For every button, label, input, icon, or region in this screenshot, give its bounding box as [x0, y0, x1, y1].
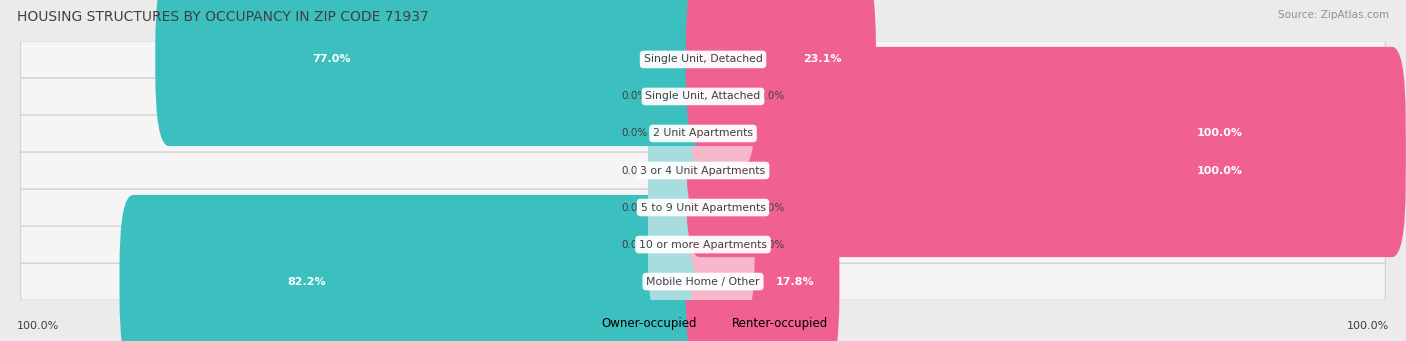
FancyBboxPatch shape	[21, 78, 1385, 115]
Text: Mobile Home / Other: Mobile Home / Other	[647, 277, 759, 286]
FancyBboxPatch shape	[648, 176, 713, 313]
Text: 3 or 4 Unit Apartments: 3 or 4 Unit Apartments	[641, 165, 765, 176]
Text: 77.0%: 77.0%	[312, 55, 352, 64]
FancyBboxPatch shape	[648, 102, 713, 239]
FancyBboxPatch shape	[686, 195, 839, 341]
FancyBboxPatch shape	[686, 0, 876, 146]
Text: 0.0%: 0.0%	[758, 91, 785, 102]
Text: 0.0%: 0.0%	[621, 129, 648, 138]
Text: 100.0%: 100.0%	[1347, 321, 1389, 331]
Text: 0.0%: 0.0%	[621, 165, 648, 176]
FancyBboxPatch shape	[689, 28, 755, 165]
FancyBboxPatch shape	[689, 176, 755, 313]
Text: 10 or more Apartments: 10 or more Apartments	[638, 239, 768, 250]
FancyBboxPatch shape	[686, 84, 1406, 257]
Text: 0.0%: 0.0%	[758, 239, 785, 250]
Text: 2 Unit Apartments: 2 Unit Apartments	[652, 129, 754, 138]
FancyBboxPatch shape	[21, 41, 1385, 78]
Text: Single Unit, Detached: Single Unit, Detached	[644, 55, 762, 64]
Text: 17.8%: 17.8%	[776, 277, 814, 286]
Text: Single Unit, Attached: Single Unit, Attached	[645, 91, 761, 102]
FancyBboxPatch shape	[648, 139, 713, 276]
FancyBboxPatch shape	[155, 0, 717, 146]
FancyBboxPatch shape	[689, 139, 755, 276]
Text: 100.0%: 100.0%	[1197, 129, 1243, 138]
FancyBboxPatch shape	[686, 47, 1406, 220]
FancyBboxPatch shape	[21, 115, 1385, 152]
FancyBboxPatch shape	[21, 189, 1385, 226]
FancyBboxPatch shape	[21, 263, 1385, 300]
Text: 100.0%: 100.0%	[1197, 165, 1243, 176]
Text: 0.0%: 0.0%	[758, 203, 785, 212]
Text: 82.2%: 82.2%	[287, 277, 326, 286]
Text: HOUSING STRUCTURES BY OCCUPANCY IN ZIP CODE 71937: HOUSING STRUCTURES BY OCCUPANCY IN ZIP C…	[17, 10, 429, 24]
Legend: Owner-occupied, Renter-occupied: Owner-occupied, Renter-occupied	[572, 313, 834, 335]
Text: Source: ZipAtlas.com: Source: ZipAtlas.com	[1278, 10, 1389, 20]
FancyBboxPatch shape	[648, 28, 713, 165]
FancyBboxPatch shape	[21, 152, 1385, 189]
Text: 23.1%: 23.1%	[803, 55, 842, 64]
FancyBboxPatch shape	[21, 226, 1385, 263]
Text: 0.0%: 0.0%	[621, 239, 648, 250]
FancyBboxPatch shape	[120, 195, 717, 341]
FancyBboxPatch shape	[648, 65, 713, 202]
Text: 0.0%: 0.0%	[621, 91, 648, 102]
Text: 5 to 9 Unit Apartments: 5 to 9 Unit Apartments	[641, 203, 765, 212]
Text: 100.0%: 100.0%	[17, 321, 59, 331]
Text: 0.0%: 0.0%	[621, 203, 648, 212]
